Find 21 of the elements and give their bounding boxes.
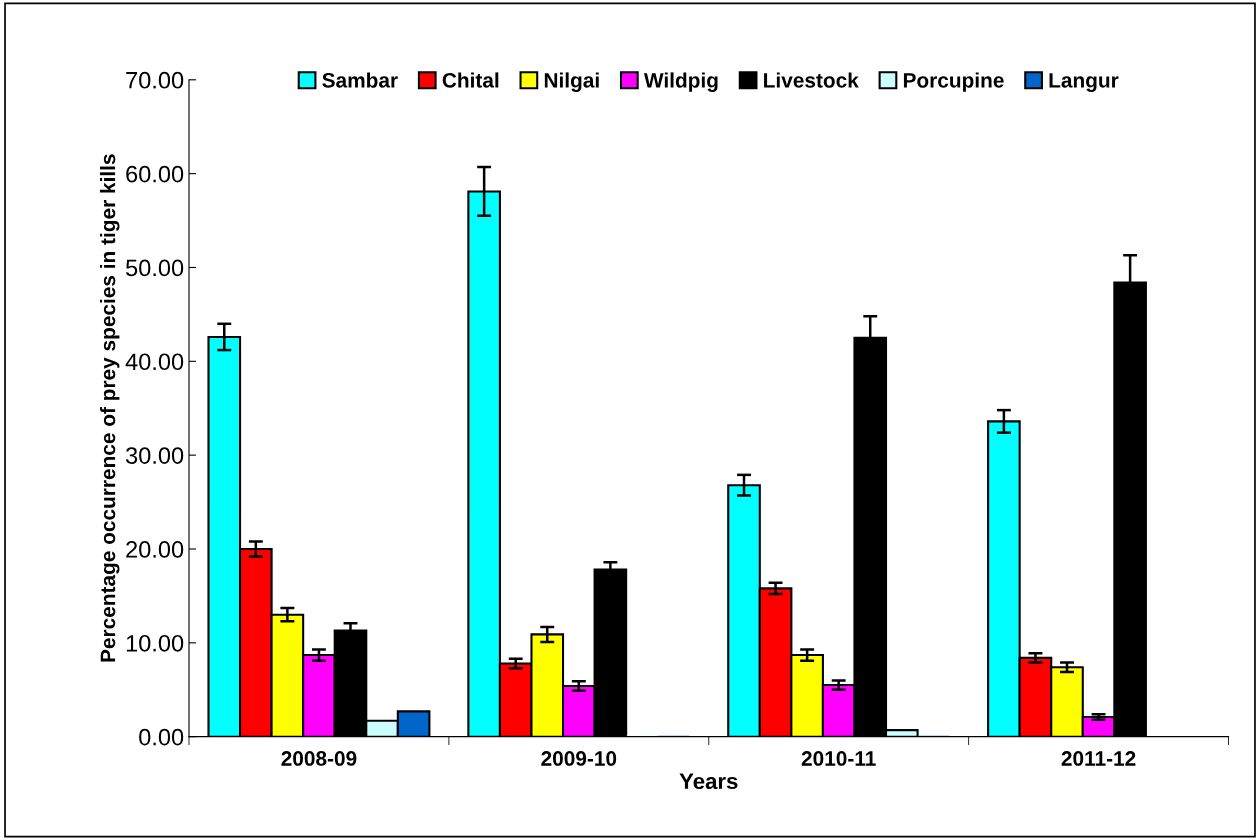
y-tick-label: 70.00 (126, 71, 184, 89)
y-tick-label: 50.00 (126, 259, 184, 277)
legend-label: Nilgai (544, 72, 599, 92)
y-tick-label: 10.00 (126, 634, 184, 652)
legend-label: Langur (1049, 73, 1119, 92)
legend-label: Porcupine (903, 72, 1004, 92)
y-tick-label: 0.00 (139, 728, 184, 746)
x-tick-label: 2011-12 (1061, 751, 1136, 766)
y-tick-label: 30.00 (125, 447, 184, 464)
y-tick-label: 20.00 (126, 541, 184, 558)
x-tick-label: 2010-11 (801, 751, 876, 766)
legend-label: Livestock (764, 72, 859, 88)
x-tick-label: 2009-10 (541, 751, 617, 766)
y-tick-label: 60.00 (126, 165, 184, 183)
x-tick-label: 2008-09 (281, 751, 357, 766)
y-tick-label: 40.00 (125, 353, 184, 371)
legend-label: Chital (442, 72, 499, 88)
legend-label: Wildpig (643, 72, 718, 92)
y-axis-title: Percentage occurrence of prey species in tiger kills (99, 154, 120, 662)
legend-label: Sambar (322, 72, 398, 88)
x-axis-title: Years (679, 773, 738, 790)
